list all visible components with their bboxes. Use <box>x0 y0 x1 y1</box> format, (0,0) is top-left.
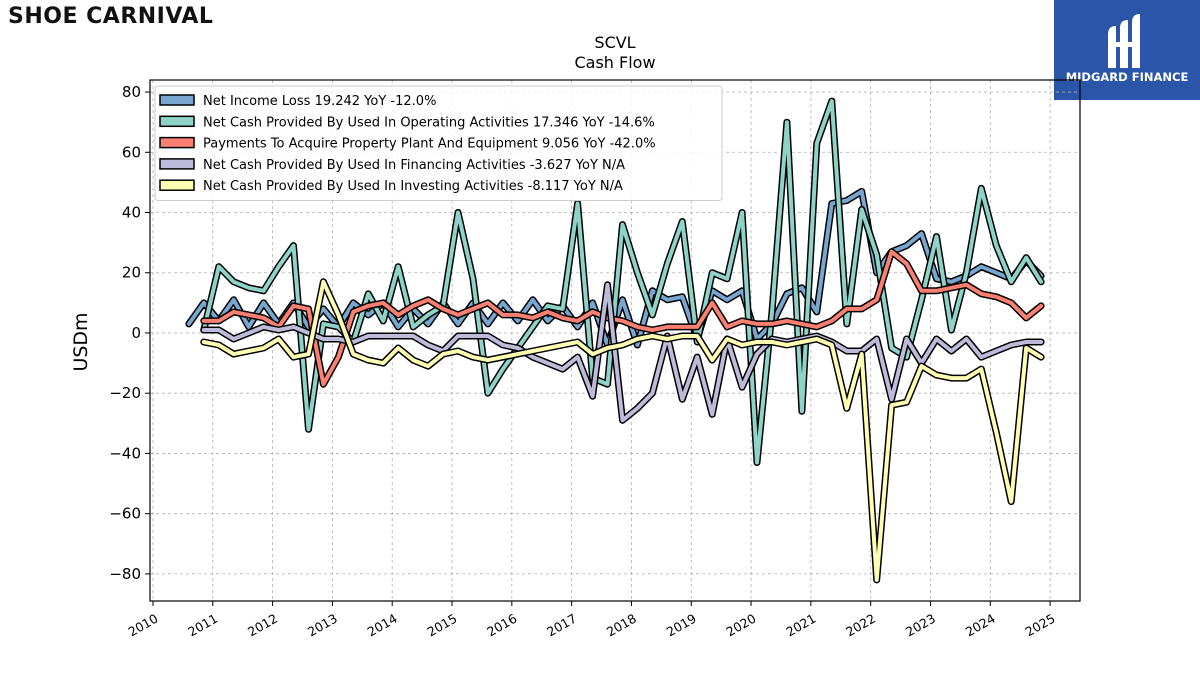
x-tick-label: 2017 <box>544 611 579 640</box>
x-tick-label: 2011 <box>185 611 220 640</box>
x-tick-label: 2024 <box>963 611 998 640</box>
shoe-carnival-logo: SHOE CARNIVAL <box>8 4 213 29</box>
midgard-logo-icon <box>1108 14 1140 68</box>
x-tick-label: 2023 <box>903 611 938 640</box>
midgard-finance-badge: MIDGARD FINANCE <box>1054 0 1200 100</box>
legend-entry: Net Cash Provided By Used In Financing A… <box>203 158 625 173</box>
x-tick-label: 2015 <box>424 611 459 640</box>
legend-swatch <box>159 179 195 191</box>
legend-swatch <box>159 94 195 106</box>
series-layer <box>185 97 1045 584</box>
legend-box <box>154 85 723 201</box>
x-tick-label: 2021 <box>783 611 818 640</box>
legend-entry: Net Cash Provided By Used In Operating A… <box>203 115 655 130</box>
y-tick-label: 80 <box>122 83 141 101</box>
x-tick-label: 2019 <box>664 611 699 640</box>
y-tick-label: −80 <box>109 565 141 583</box>
legend-swatch <box>159 115 195 128</box>
y-tick-label: 20 <box>122 264 141 282</box>
logo-text: SHOE CARNIVAL <box>8 4 214 29</box>
x-tick-label: 2016 <box>484 611 519 640</box>
legend-swatch <box>159 136 195 149</box>
x-tick-label: 2022 <box>843 611 878 640</box>
y-tick-label: 0 <box>131 324 141 342</box>
y-axis: 80 60 40 20 0 −20 −40 −60 −80 <box>109 83 150 583</box>
x-axis: 2010 2011 2012 2013 2014 2015 2016 2017 2018 2019… <box>125 601 1058 640</box>
chart-title: SCVL <box>594 33 635 52</box>
y-tick-label: −20 <box>109 384 141 402</box>
legend-entry: Net Cash Provided By Used In Investing A… <box>203 179 623 194</box>
y-tick-label: −60 <box>109 505 141 523</box>
x-tick-label: 2014 <box>365 611 400 640</box>
series-line <box>201 279 1044 582</box>
y-axis-label: USDm <box>70 312 92 371</box>
x-tick-label: 2018 <box>604 611 639 640</box>
x-tick-label: 2013 <box>305 611 340 640</box>
x-tick-label: 2010 <box>125 611 160 640</box>
plot-frame <box>149 79 1081 602</box>
badge-name: MIDGARD FINANCE <box>1065 70 1189 84</box>
chart-subtitle: Cash Flow <box>574 53 655 72</box>
series-group <box>200 278 1045 584</box>
series-line <box>201 282 1044 423</box>
legend-entry: Net Income Loss 19.242 YoY -12.0% <box>203 94 436 109</box>
x-tick-label: 2020 <box>724 611 759 640</box>
legend-entry: Payments To Acquire Property Plant And E… <box>203 137 656 152</box>
y-tick-label: 60 <box>122 143 141 161</box>
legend-swatch <box>159 158 195 170</box>
y-tick-label: −40 <box>109 444 141 462</box>
x-tick-label: 2025 <box>1023 611 1058 640</box>
y-tick-label: 40 <box>122 204 141 222</box>
series-group <box>200 281 1045 424</box>
x-tick-label: 2012 <box>245 611 280 640</box>
legend: Net Income Loss 19.242 YoY -12.0% Net Cas… <box>154 85 723 201</box>
